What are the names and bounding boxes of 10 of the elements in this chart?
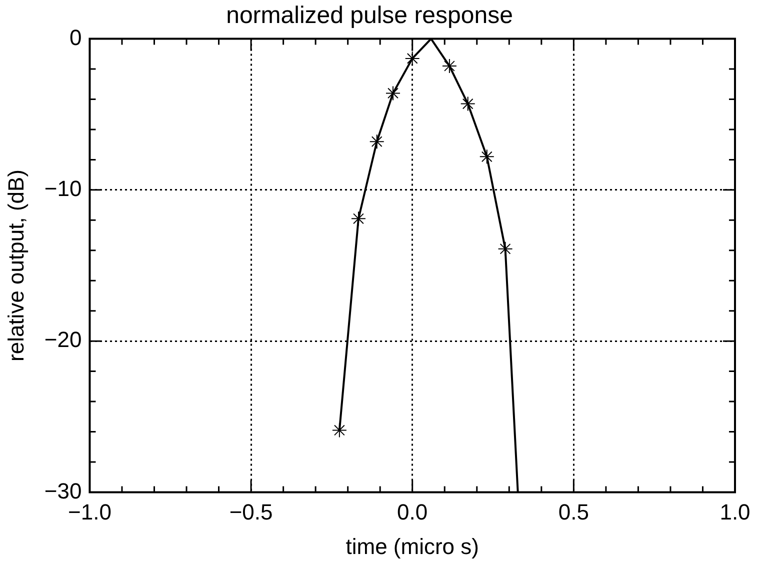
x-tick-label: 1.0	[720, 499, 750, 524]
chart-title: normalized pulse response	[226, 2, 513, 30]
y-tick-label: −20	[44, 327, 82, 352]
x-tick-label: 0.5	[558, 499, 589, 524]
x-axis-title: time (micro s)	[346, 534, 479, 559]
y-axis-title: relative output, (dB)	[3, 170, 28, 362]
y-tick-label: −10	[44, 176, 82, 201]
x-tick-label: 0.0	[397, 499, 428, 524]
x-tick-label: −0.5	[229, 499, 273, 524]
y-tick-label: 0	[69, 24, 82, 50]
